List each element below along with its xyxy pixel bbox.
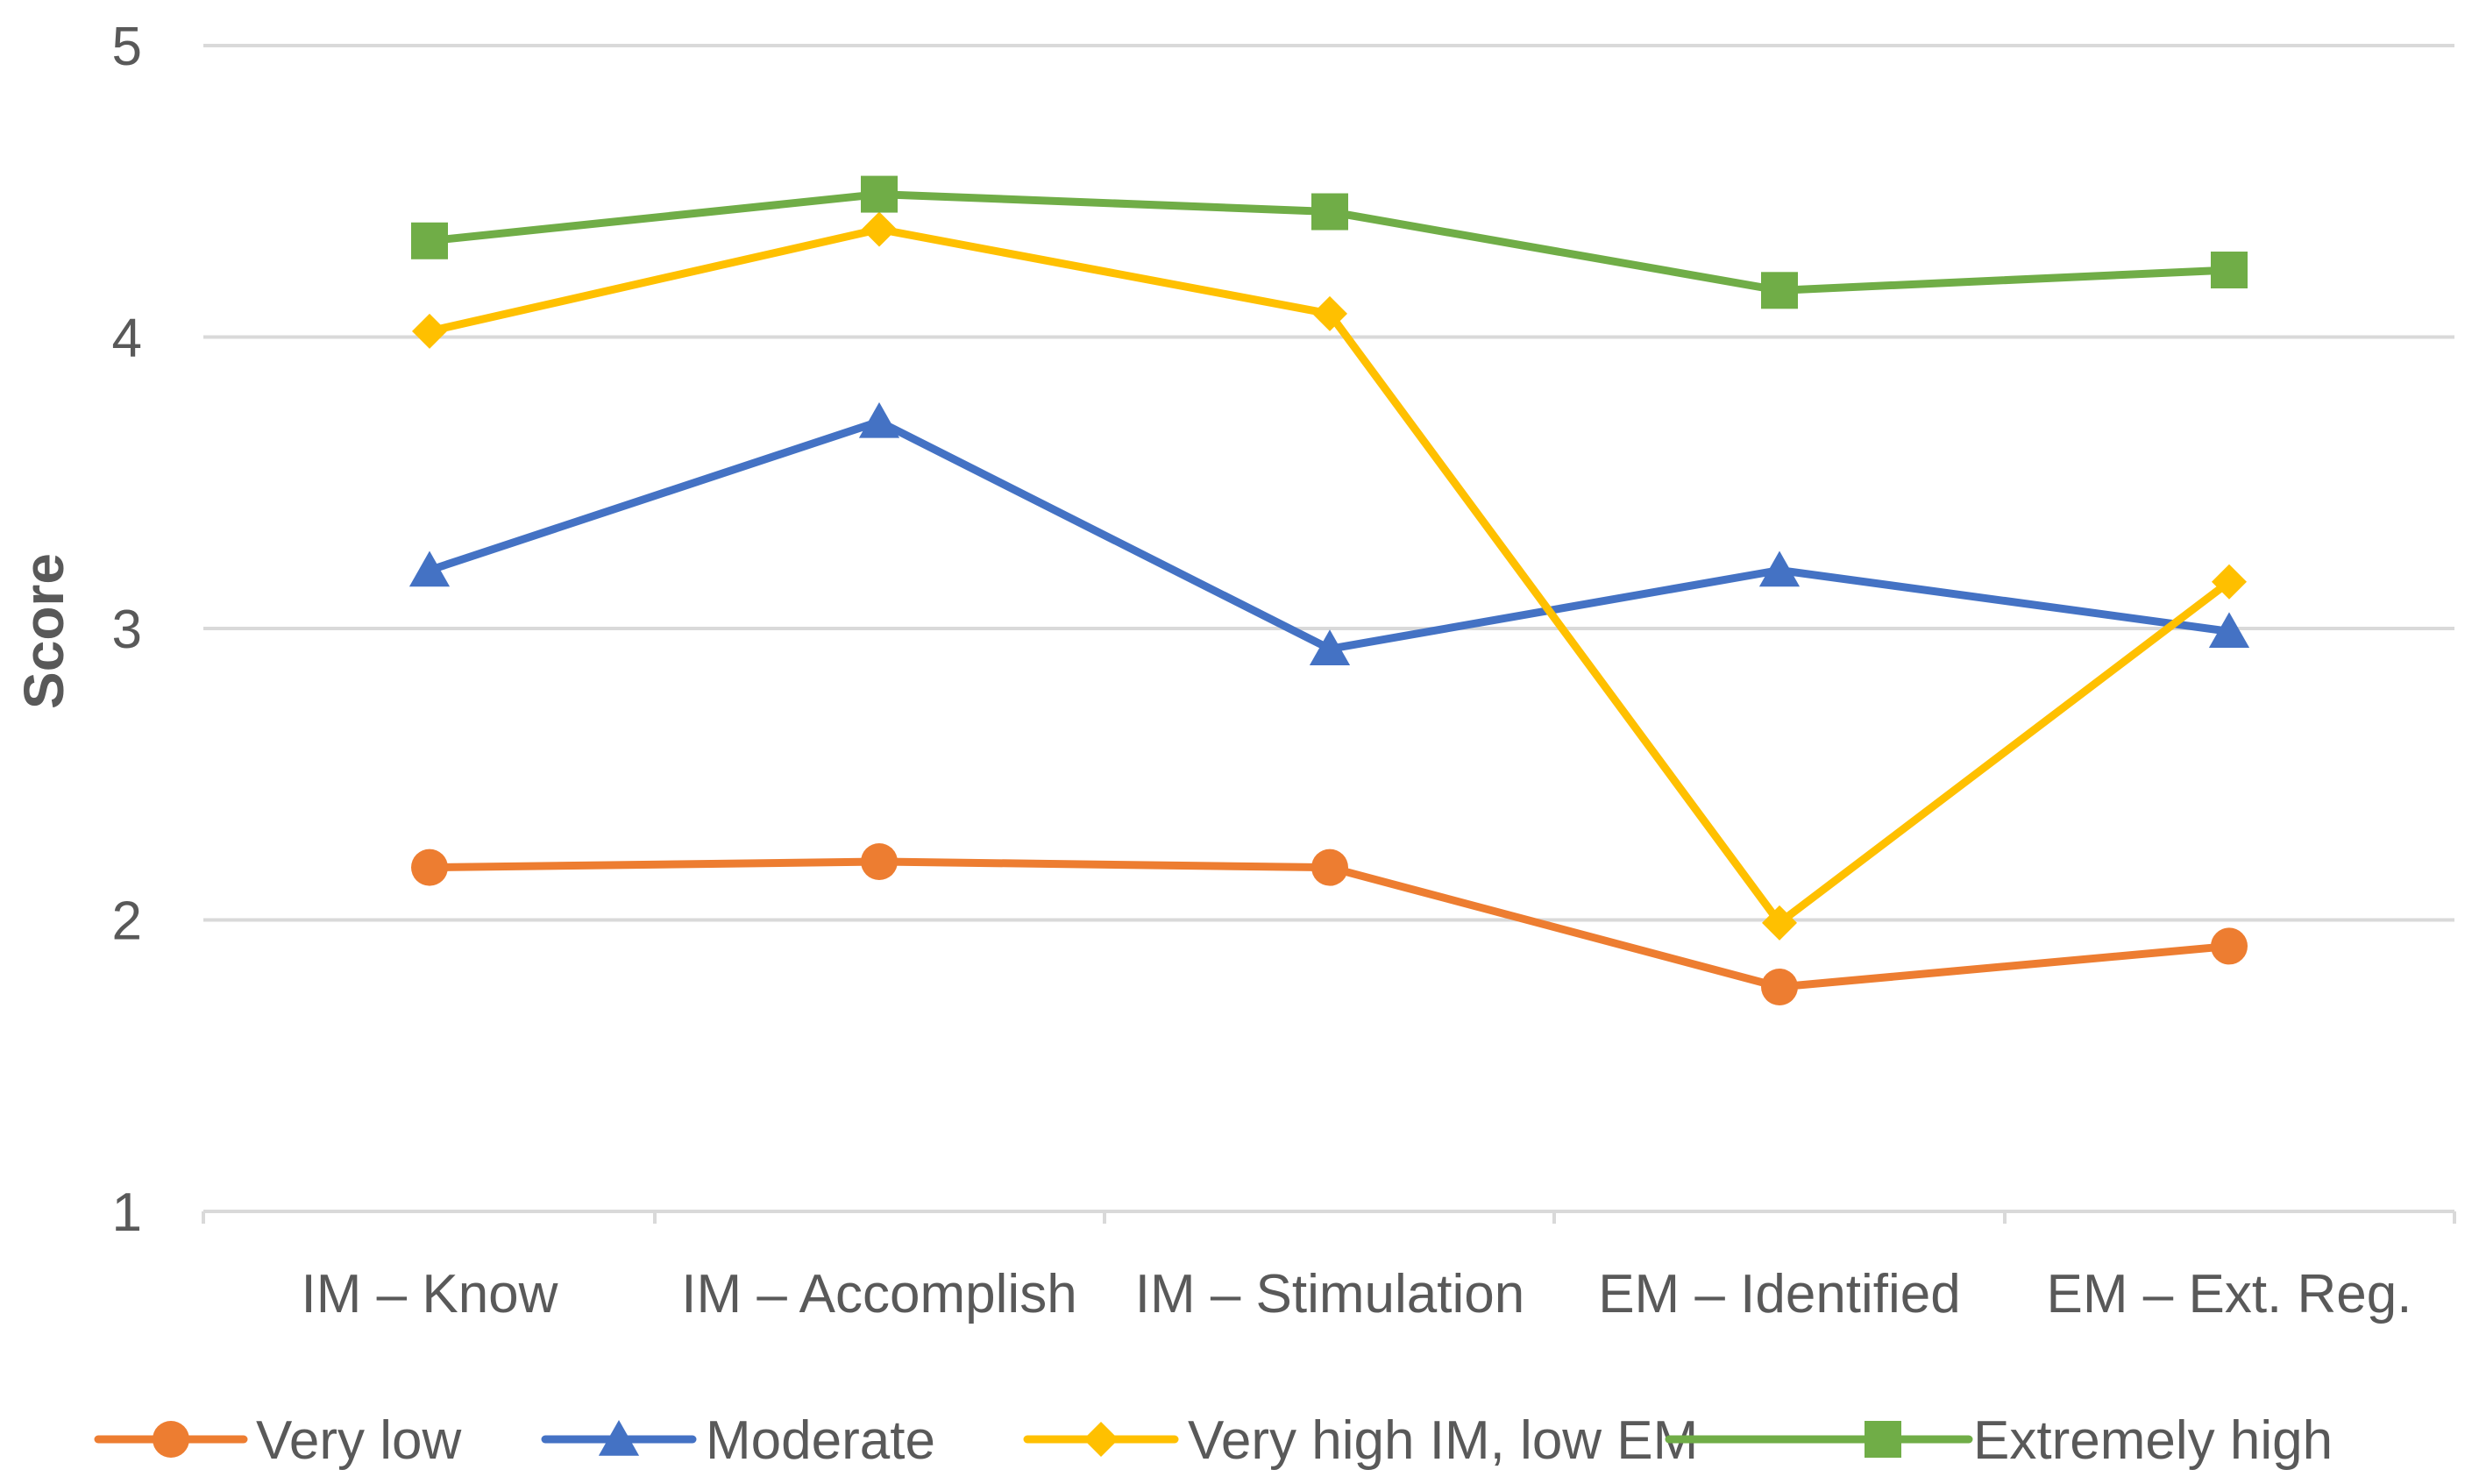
data-point-square bbox=[411, 222, 448, 259]
series-moderate bbox=[408, 401, 2250, 665]
legend-marker-square bbox=[1865, 1421, 1901, 1458]
y-tick-label: 2 bbox=[112, 891, 142, 952]
data-point-diamond bbox=[1762, 905, 1797, 941]
series-very-high-im-low-em bbox=[412, 211, 2247, 941]
data-point-circle bbox=[2211, 927, 2248, 965]
data-point-diamond bbox=[862, 211, 897, 247]
data-point-square bbox=[861, 175, 898, 213]
legend-item: Very high IM, low EM bbox=[1023, 1410, 1698, 1471]
data-point-diamond bbox=[412, 313, 447, 349]
data-point-circle bbox=[1761, 968, 1798, 1005]
x-axis-tick-labels: IM – Know IM – Accomplish IM – Stimulation… bbox=[302, 1264, 2412, 1324]
legend-label: Extremely high bbox=[1973, 1410, 2333, 1471]
y-tick-label: 5 bbox=[112, 17, 142, 77]
x-tick-label: EM – Ext. Reg. bbox=[2047, 1264, 2412, 1324]
data-point-square bbox=[1311, 193, 1348, 231]
y-axis-title: Score bbox=[12, 553, 75, 709]
data-point-triangle bbox=[1309, 629, 1351, 665]
legend-item: Very low bbox=[94, 1410, 462, 1471]
legend-marker-triangle bbox=[598, 1420, 640, 1456]
series-line bbox=[425, 224, 2234, 927]
series-line bbox=[425, 417, 2234, 653]
legend-label: Moderate bbox=[706, 1410, 935, 1471]
legend-label: Very low bbox=[256, 1410, 462, 1471]
x-tick-label: IM – Stimulation bbox=[1135, 1264, 1525, 1324]
x-tick-label: IM – Know bbox=[302, 1264, 558, 1324]
legend-item: Extremely high bbox=[1665, 1410, 2333, 1471]
data-point-diamond bbox=[2212, 564, 2247, 600]
y-tick-label: 4 bbox=[112, 309, 142, 369]
legend-label: Very high IM, low EM bbox=[1188, 1410, 1698, 1471]
legend-item: Moderate bbox=[541, 1410, 935, 1471]
data-point-triangle bbox=[1758, 550, 1801, 587]
legend-marker-circle bbox=[153, 1421, 189, 1458]
data-point-circle bbox=[1311, 849, 1348, 886]
data-point-square bbox=[1761, 272, 1798, 309]
data-point-circle bbox=[411, 849, 448, 886]
series-lines bbox=[408, 175, 2250, 1005]
data-point-triangle bbox=[858, 401, 900, 438]
y-tick-label: 1 bbox=[112, 1182, 142, 1243]
data-point-square bbox=[2211, 252, 2248, 289]
gridlines bbox=[202, 44, 2456, 1224]
data-point-diamond bbox=[1312, 295, 1347, 331]
data-point-triangle bbox=[408, 550, 451, 587]
data-point-circle bbox=[861, 843, 898, 880]
y-tick-label: 3 bbox=[112, 600, 142, 660]
legend-marker-diamond bbox=[1083, 1422, 1119, 1457]
legend: Very low Moderate Very high IM, low EM Extr… bbox=[94, 1410, 2333, 1471]
x-tick-label: IM – Accomplish bbox=[681, 1264, 1076, 1324]
series-extremely-high bbox=[411, 175, 2248, 309]
data-point-triangle bbox=[2208, 612, 2250, 649]
x-tick-label: EM – Identified bbox=[1598, 1264, 1961, 1324]
y-axis-tick-labels: 1 2 3 4 5 bbox=[112, 17, 142, 1243]
series-very-low bbox=[411, 843, 2248, 1005]
